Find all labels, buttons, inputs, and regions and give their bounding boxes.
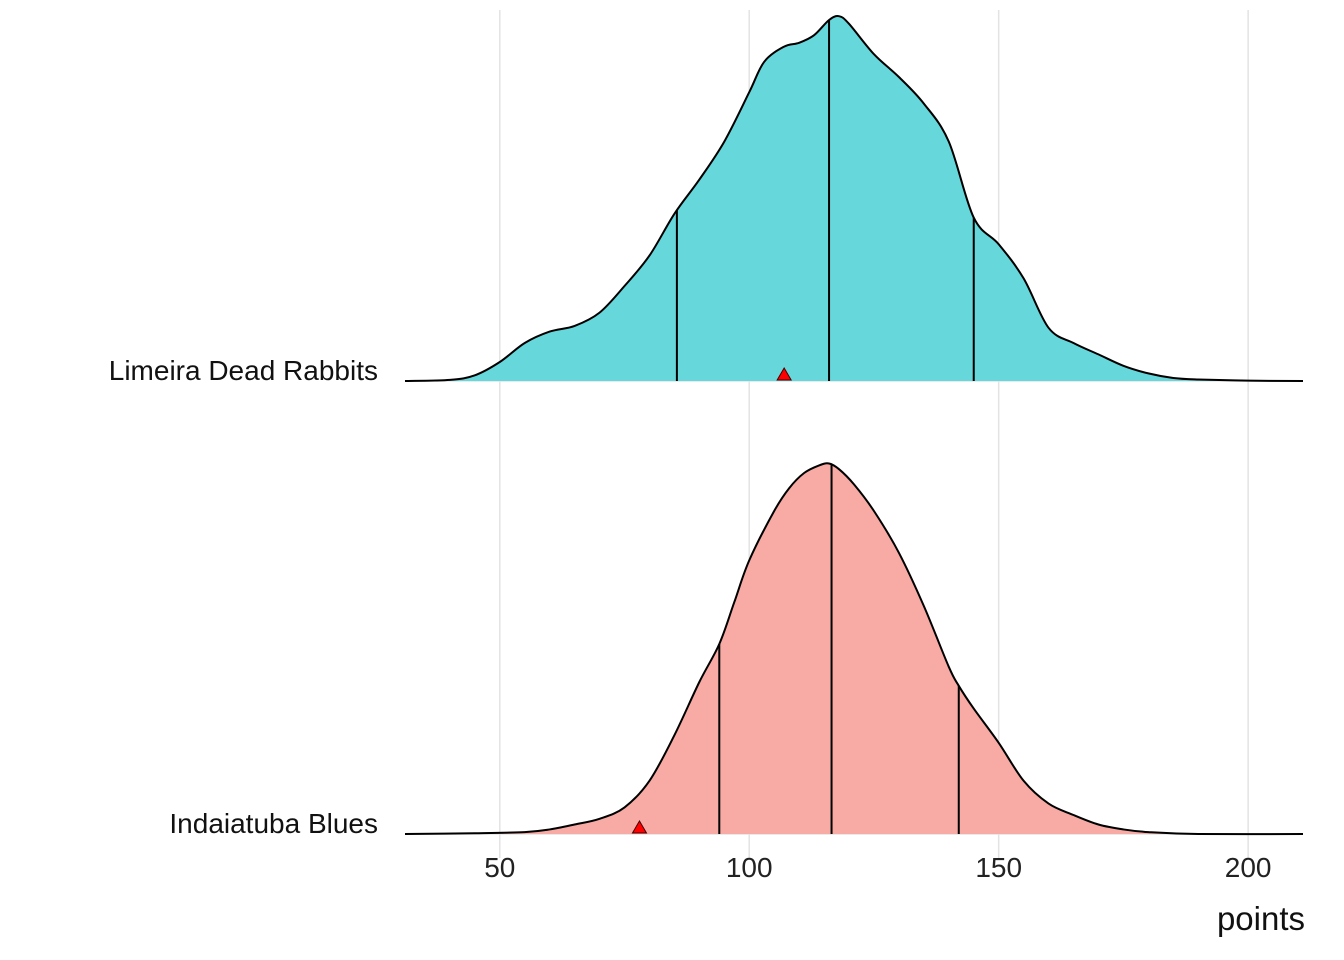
ridge-bottom: [404, 462, 1304, 836]
ridge-top: [404, 15, 1304, 382]
x-tick-label: 150: [975, 852, 1022, 883]
x-tick-label: 50: [484, 852, 515, 883]
x-tick-label: 200: [1225, 852, 1272, 883]
marker-triangle: [776, 367, 793, 381]
density-outline: [404, 15, 1304, 382]
category-label: Limeira Dead Rabbits: [109, 355, 378, 386]
marker-triangle: [631, 820, 648, 834]
density-area: [405, 463, 1303, 835]
category-label: Indaiatuba Blues: [169, 808, 378, 839]
density-outline: [404, 462, 1304, 836]
density-area: [405, 16, 1303, 381]
ridge-layer: [404, 15, 1304, 836]
label-layer: 50 100 150 200 Indaiatuba Blues Limeira Dead …: [109, 355, 1272, 883]
x-tick-label: 100: [726, 852, 773, 883]
x-axis-title: points: [1217, 900, 1305, 937]
